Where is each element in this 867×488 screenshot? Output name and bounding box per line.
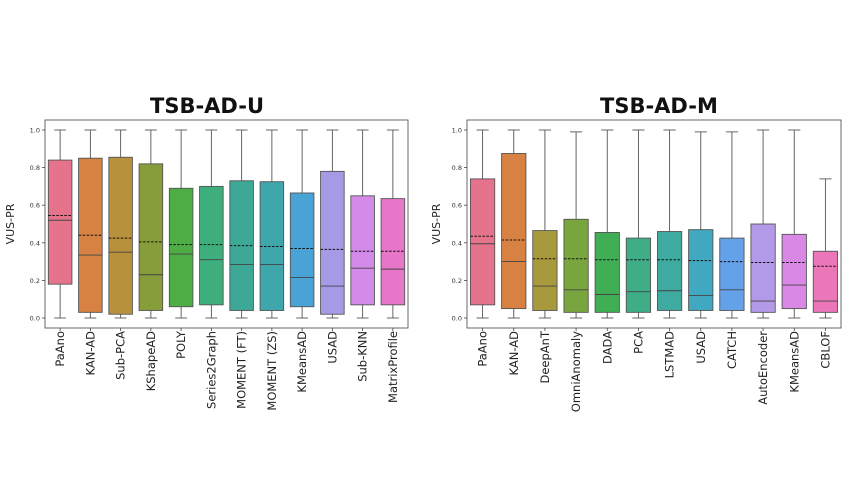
y-axis-label: VUS-PR <box>4 203 17 244</box>
y-tick-label: 0.4 <box>30 239 40 247</box>
box-KMeansAD <box>781 233 807 310</box>
x-tick-label: MatrixProfile <box>386 331 400 403</box>
box-PaAno <box>469 178 496 306</box>
x-tick-label: KMeansAD <box>787 331 801 393</box>
box-LSTMAD <box>656 231 683 311</box>
box-Sub-KNN <box>350 195 375 306</box>
box-Sub-PCA <box>108 156 133 315</box>
chart-title-right: TSB-AD-M <box>600 94 718 118</box>
x-tick-label: USAD <box>694 331 708 364</box>
box-PCA <box>625 237 652 313</box>
x-tick-label: USAD <box>325 331 339 364</box>
x-tick-label: AutoEncoder <box>756 331 770 405</box>
x-tick-label: CBLOF <box>818 331 832 369</box>
x-tick-label: OmniAnomaly <box>569 331 583 412</box>
x-tick-label: Sub-KNN <box>356 331 370 382</box>
box-Series2Graph <box>199 185 224 306</box>
box-AutoEncoder <box>750 223 776 313</box>
x-tick-label: PaAno <box>53 331 67 367</box>
x-tick-label: PaAno <box>476 331 490 367</box>
x-tick-label: DADA <box>600 331 614 364</box>
x-tick-label: CATCH <box>725 331 739 369</box>
x-tick-label: DeepAnT <box>538 330 552 383</box>
plot-frame <box>466 119 842 329</box>
x-tick-label: KAN-AD <box>507 331 521 376</box>
box-KMeansAD <box>289 192 315 308</box>
y-tick-label: 1.0 <box>452 127 462 135</box>
box-USAD <box>320 170 345 315</box>
y-tick-label: 0.2 <box>30 277 40 285</box>
y-tick-label: 0.2 <box>452 277 462 285</box>
chart-title-left: TSB-AD-U <box>150 94 265 118</box>
y-tick-label: 0.8 <box>452 164 462 172</box>
box-PaAno <box>47 159 73 285</box>
x-tick-label: POLY <box>174 330 188 359</box>
y-tick-label: 0.0 <box>452 315 462 323</box>
y-tick-label: 0.0 <box>30 315 40 323</box>
y-tick-label: 0.6 <box>452 202 462 210</box>
x-tick-label: PCA <box>631 331 645 354</box>
x-tick-label: MOMENT (ZS) <box>265 331 279 411</box>
box-KShapeAD <box>138 163 164 311</box>
box-CATCH <box>719 237 745 311</box>
y-tick-label: 0.6 <box>30 202 40 210</box>
x-tick-label: LSTMAD <box>663 331 677 379</box>
y-tick-label: 0.8 <box>30 164 40 172</box>
x-tick-label: Sub-PCA <box>114 331 128 380</box>
box-USAD <box>688 229 714 311</box>
x-tick-label: MOMENT (FT) <box>235 331 249 409</box>
x-tick-label: Series2Graph <box>204 331 218 409</box>
plot-frame <box>44 119 409 329</box>
y-axis-label: VUS-PR <box>430 203 443 244</box>
x-tick-label: KAN-AD <box>83 331 97 376</box>
box-OmniAnomaly <box>563 218 589 313</box>
y-tick-label: 1.0 <box>30 127 40 135</box>
y-tick-label: 0.4 <box>452 239 462 247</box>
box-POLY <box>168 187 194 308</box>
box-KAN-AD <box>501 153 527 310</box>
box-DADA <box>594 232 620 313</box>
box-CBLOF <box>812 250 839 313</box>
x-tick-label: KMeansAD <box>295 331 309 393</box>
box-DeepAnT <box>532 230 558 311</box>
x-tick-label: KShapeAD <box>144 331 158 391</box>
